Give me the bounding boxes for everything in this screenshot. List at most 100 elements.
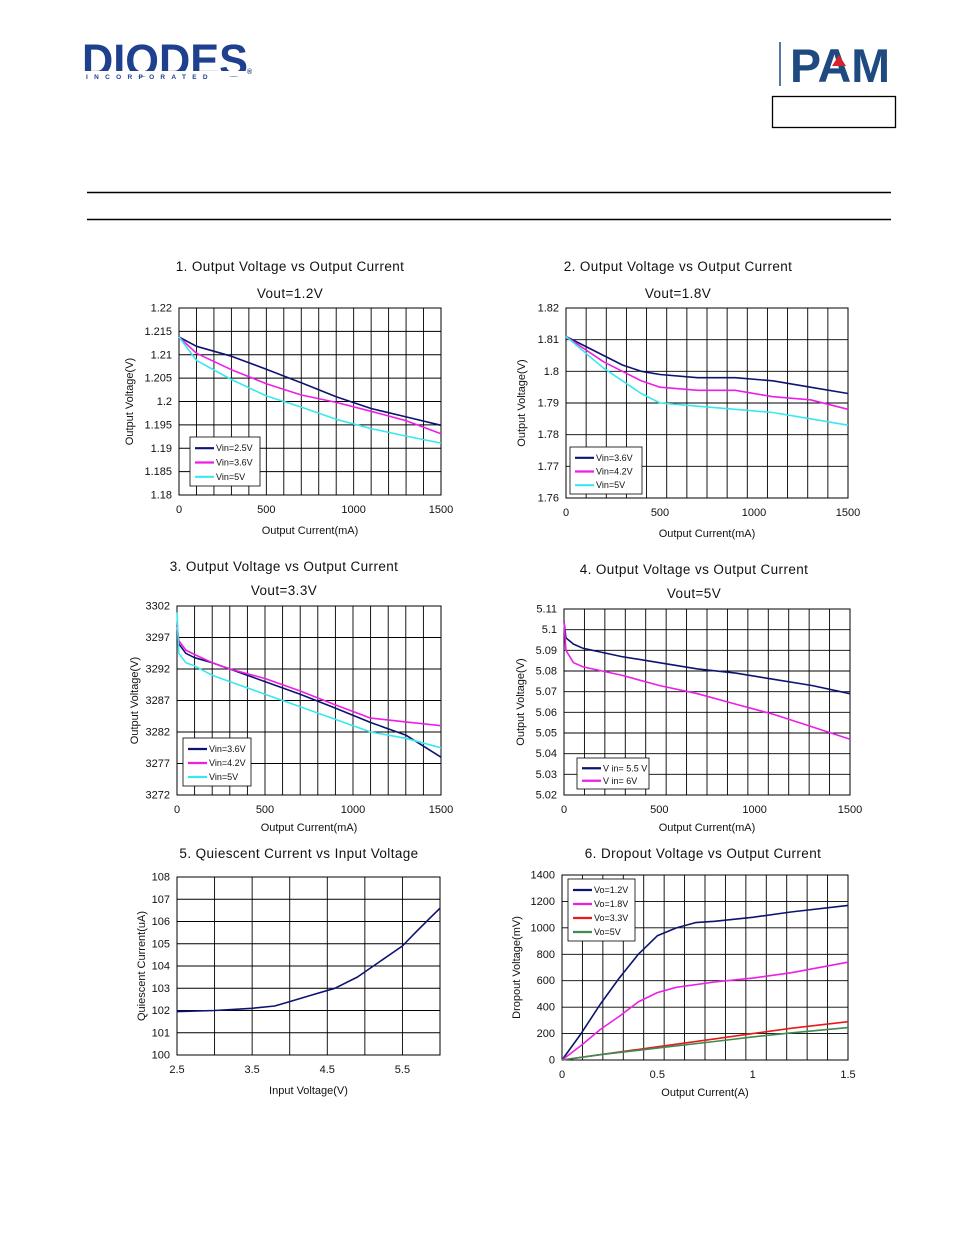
x-tick-label: 500: [257, 504, 275, 516]
legend-label: Vin=5V: [596, 480, 625, 490]
y-tick-label: 106: [152, 916, 170, 928]
x-tick-label: 0.5: [650, 1069, 665, 1081]
y-tick-label: 1400: [531, 870, 555, 882]
y-tick-label: 800: [537, 949, 555, 961]
y-tick-label: 105: [152, 938, 170, 950]
y-tick-label: 3282: [146, 727, 170, 739]
x-tick-label: 0: [559, 1069, 565, 1081]
series-line-1: [178, 336, 442, 427]
y-tick-label: 108: [152, 872, 170, 884]
x-tick-label: 500: [650, 804, 668, 816]
x-tick-label: 1000: [341, 804, 365, 816]
y-tick-label: 1.195: [144, 419, 172, 431]
logo-band: [84, 71, 247, 76]
y-tick-label: 102: [152, 1005, 170, 1017]
legend-label: Vin=5V: [216, 472, 245, 482]
series-line-1: [563, 621, 851, 695]
chart-title: 1. Output Voltage vs Output Current: [176, 259, 405, 274]
legend: Vin=2.5V Vin=3.6V Vin=5V: [189, 436, 261, 487]
chart-3: 3. Output Voltage vs Output Current Vout=…: [129, 559, 453, 834]
series-group: [178, 336, 442, 444]
x-axis-label: Input Voltage(V): [269, 1085, 348, 1097]
chart-title: 6. Dropout Voltage vs Output Current: [585, 846, 822, 861]
series-line-1: [176, 907, 441, 1013]
legend-label: Vin=4.2V: [209, 758, 246, 768]
chart-subtitle: Vout=1.2V: [257, 286, 323, 301]
x-tick-label: 4.5: [320, 1064, 335, 1076]
legend: Vo=1.2V Vo=1.8V Vo=3.3V Vo=5V: [567, 878, 636, 942]
y-tick-label: 100: [152, 1050, 170, 1062]
y-tick-label: 200: [537, 1028, 555, 1040]
y-tick-label: 1.18: [151, 490, 172, 502]
part-number-box: [771, 95, 897, 129]
x-tick-label: 5.5: [395, 1064, 410, 1076]
y-tick-label: 1.22: [151, 303, 172, 315]
x-tick-label: 0: [563, 507, 569, 519]
x-tick-label: 1500: [429, 804, 453, 816]
y-tick-label: 1.78: [538, 429, 559, 441]
x-tick-label: 0: [561, 804, 567, 816]
charts-area: 1. Output Voltage vs Output Current Vout=…: [124, 259, 862, 1099]
diodes-logo-text: DIODES: [82, 35, 248, 86]
series-line-2: [563, 621, 851, 740]
legend-label: Vo=3.3V: [594, 913, 628, 923]
diodes-logo: DIODES INCORPORATED ®: [82, 35, 253, 86]
y-tick-label: 5.08: [536, 666, 557, 678]
y-tick-label: 1.21: [151, 349, 172, 361]
legend-label: Vo=5V: [594, 927, 621, 937]
series-line-1: [561, 904, 849, 1061]
x-tick-label: 1500: [838, 804, 862, 816]
x-axis-label: Output Current(mA): [659, 822, 756, 834]
pam-logo-triangle: [832, 55, 846, 66]
y-tick-label: 1.205: [144, 373, 172, 385]
chart-4: 4. Output Voltage vs Output Current Vout=…: [515, 562, 862, 834]
x-axis-label: Output Current(A): [661, 1087, 748, 1099]
x-tick-label: 1: [750, 1069, 756, 1081]
x-axis-label: Output Current(mA): [262, 525, 359, 537]
y-tick-label: 400: [537, 1002, 555, 1014]
x-tick-label: 3.5: [244, 1064, 259, 1076]
chart-title: 3. Output Voltage vs Output Current: [170, 559, 399, 574]
y-axis-label: Output Voltage(V): [129, 657, 141, 744]
y-tick-label: 1.79: [538, 398, 559, 410]
pam-logo: PAM: [779, 39, 890, 92]
y-tick-label: 5.09: [536, 645, 557, 657]
y-tick-label: 3302: [146, 601, 170, 613]
y-tick-label: 5.1: [542, 624, 557, 636]
x-tick-label: 2.5: [169, 1064, 184, 1076]
y-tick-label: 1200: [531, 896, 555, 908]
legend-label: Vin=3.6V: [209, 744, 246, 754]
series-line-2: [178, 336, 442, 435]
chart-2: 2. Output Voltage vs Output Current Vout=…: [516, 259, 860, 540]
y-tick-label: 3297: [146, 632, 170, 644]
series-line-1: [565, 335, 849, 395]
y-tick-label: 1.82: [538, 303, 559, 315]
x-axis-label: Output Current(mA): [659, 528, 756, 540]
legend-label: Vin=3.6V: [596, 453, 633, 463]
series-group: [565, 335, 849, 426]
y-axis-label: Dropout Voltage(mV): [511, 916, 523, 1019]
chart-title: 4. Output Voltage vs Output Current: [580, 562, 809, 577]
y-tick-label: 5.06: [536, 707, 557, 719]
series-line-2: [565, 335, 849, 411]
series-line-4: [561, 1026, 849, 1061]
x-tick-label: 0: [174, 804, 180, 816]
chart-subtitle: Vout=1.8V: [645, 286, 711, 301]
y-tick-label: 103: [152, 983, 170, 995]
chart-subtitle: Vout=5V: [667, 586, 721, 601]
legend-label: V in= 6V: [603, 776, 637, 786]
y-tick-label: 1.2: [157, 396, 172, 408]
legend-label: Vin=4.2V: [596, 467, 633, 477]
y-tick-label: 0: [549, 1055, 555, 1067]
series-group: [561, 904, 849, 1061]
registered-mark: ®: [247, 68, 253, 76]
series-line-3: [565, 335, 849, 426]
gridlines: [566, 308, 848, 498]
y-tick-label: 1.19: [151, 443, 172, 455]
y-tick-label: 1.8: [544, 366, 559, 378]
y-tick-label: 104: [152, 961, 170, 973]
y-tick-label: 3277: [146, 758, 170, 770]
chart-6: 6. Dropout Voltage vs Output Current 0 200…: [511, 846, 856, 1099]
gridlines: [177, 606, 441, 795]
